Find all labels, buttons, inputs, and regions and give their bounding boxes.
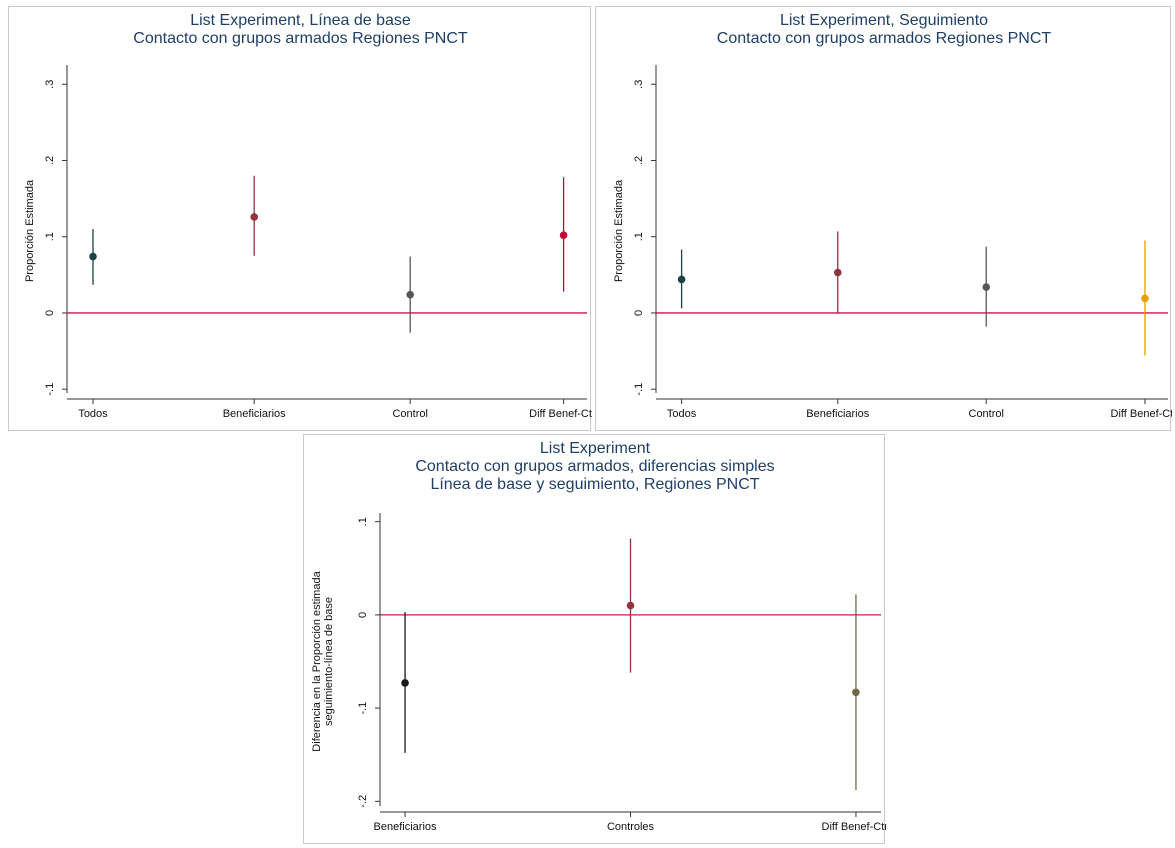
- y-axis-label: seguimiento-línea de base: [323, 597, 335, 726]
- point-estimate: [250, 213, 258, 221]
- y-tick-label: -.1: [357, 702, 369, 715]
- x-tick-label: Beneficiarios: [223, 408, 286, 420]
- chart-panel-followup: List Experiment, Seguimiento Contacto con…: [595, 6, 1172, 431]
- x-tick-label: Beneficiarios: [374, 821, 437, 833]
- point-estimate: [677, 275, 686, 284]
- chart-title-line: Contacto con grupos armados, diferencias…: [415, 458, 774, 475]
- point-estimate: [559, 231, 568, 239]
- y-axis-label: Proporción Estimada: [24, 179, 36, 282]
- y-axis-label: Diferencia en la Proporción estimada: [311, 570, 323, 751]
- chart-title-line: List Experiment, Línea de base: [190, 12, 411, 29]
- point-estimate: [1141, 294, 1149, 303]
- x-tick-label: Todos: [667, 408, 697, 420]
- y-tick-label: .1: [633, 232, 645, 241]
- y-tick-label: -.1: [633, 383, 645, 396]
- point-estimate: [982, 283, 991, 291]
- y-tick-label: -.1: [44, 383, 56, 396]
- y-tick-label: 0: [44, 310, 56, 316]
- x-tick-label: Diff Benef-Ctrl: [529, 408, 592, 420]
- x-tick-label: Control: [969, 408, 1004, 420]
- y-axis-label: Proporción Estimada: [613, 179, 625, 282]
- y-tick-label: .1: [357, 517, 369, 526]
- y-tick-label: .3: [633, 80, 645, 89]
- chart-title-line: Contacto con grupos armados Regiones PNC…: [717, 30, 1052, 47]
- chart-title-line: List Experiment, Seguimiento: [780, 12, 988, 29]
- chart-title-line: Contacto con grupos armados Regiones PNC…: [133, 30, 468, 47]
- point-estimate: [852, 688, 860, 697]
- chart-panel-baseline: List Experiment, Línea de base Contacto c…: [8, 6, 592, 431]
- x-tick-label: Beneficiarios: [806, 408, 869, 420]
- x-tick-label: Diff Benef-Ctrl: [1111, 408, 1172, 420]
- chart-title-line: Línea de base y seguimiento, Regiones PN…: [430, 476, 759, 493]
- x-tick-label: Diff Benef-Ctrl: [822, 821, 886, 833]
- y-tick-label: 0: [357, 612, 369, 618]
- y-tick-label: 0: [633, 310, 645, 316]
- chart-panel-differences: List Experiment Contacto con grupos armad…: [303, 434, 886, 844]
- point-estimate: [406, 290, 415, 299]
- x-tick-label: Control: [392, 408, 427, 420]
- y-tick-label: -.2: [357, 795, 369, 808]
- x-tick-label: Todos: [78, 408, 108, 420]
- point-estimate: [626, 601, 635, 610]
- y-tick-label: .1: [44, 232, 56, 241]
- y-tick-label: .2: [44, 156, 56, 165]
- x-tick-label: Controles: [607, 821, 655, 833]
- chart-title-line: List Experiment: [540, 440, 651, 457]
- point-estimate: [833, 268, 842, 277]
- point-estimate: [401, 679, 409, 687]
- point-estimate: [89, 252, 97, 261]
- y-tick-label: .3: [44, 80, 56, 89]
- y-tick-label: .2: [633, 156, 645, 165]
